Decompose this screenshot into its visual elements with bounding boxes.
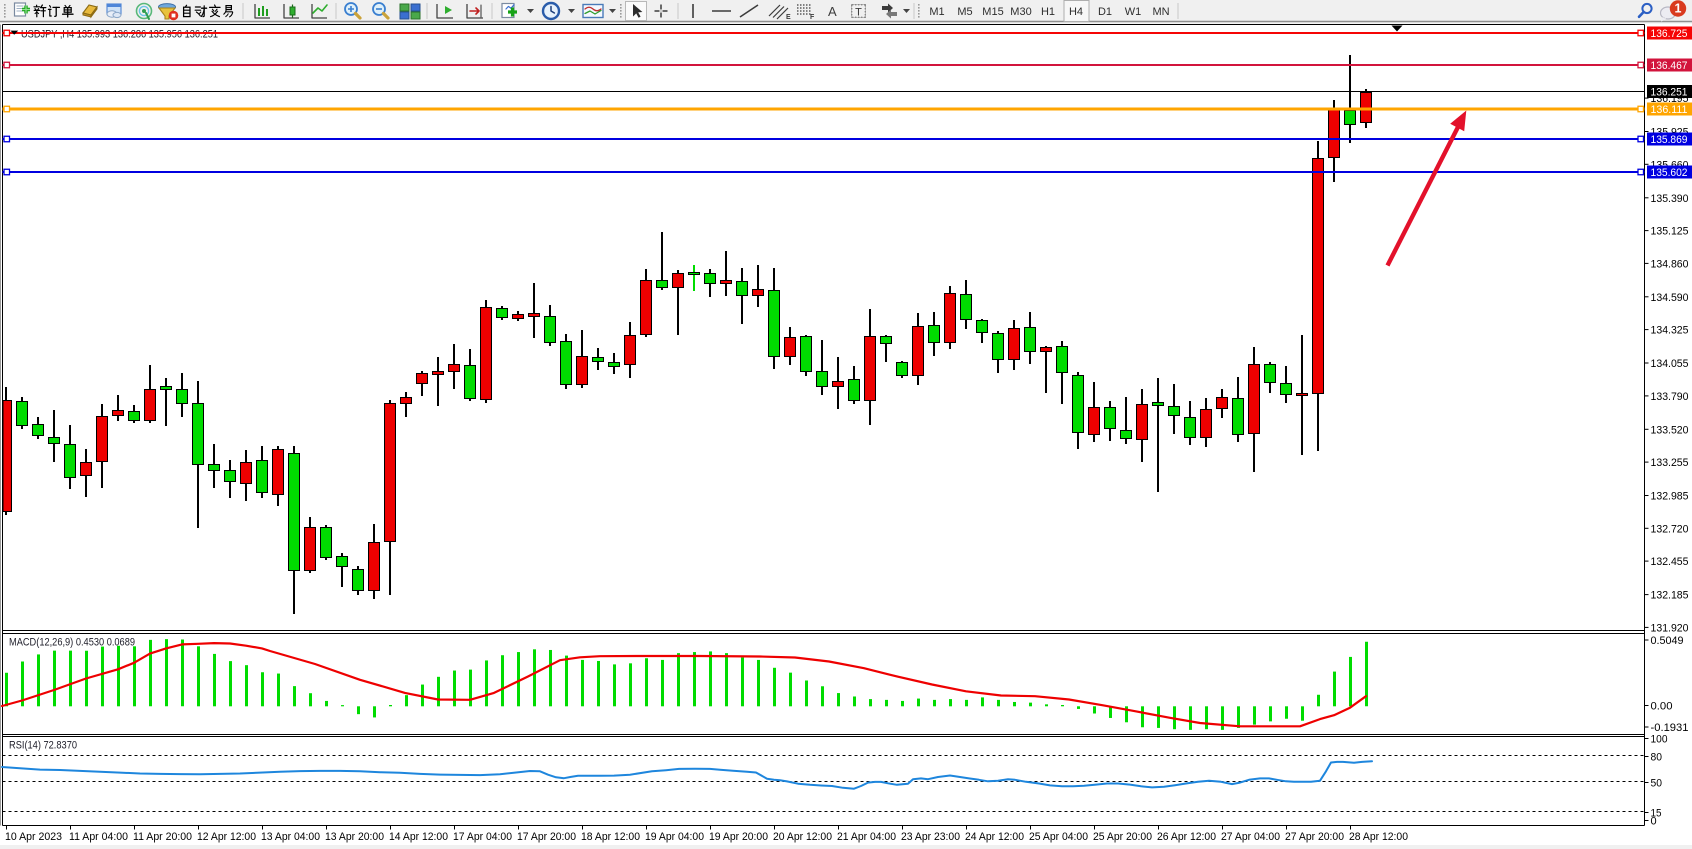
- svg-text:26 Apr 12:00: 26 Apr 12:00: [1157, 831, 1216, 843]
- svg-text:0: 0: [1651, 816, 1657, 828]
- svg-text:27 Apr 20:00: 27 Apr 20:00: [1285, 831, 1344, 843]
- svg-text:D1: D1: [1098, 6, 1112, 18]
- svg-text:80: 80: [1651, 752, 1663, 764]
- svg-text:F: F: [810, 14, 815, 21]
- svg-text:10 Apr 2023: 10 Apr 2023: [5, 831, 62, 843]
- svg-text:H4: H4: [1069, 6, 1083, 18]
- svg-text:1: 1: [1675, 2, 1682, 16]
- svg-text:135.390: 135.390: [1651, 193, 1689, 205]
- svg-text:19 Apr 20:00: 19 Apr 20:00: [709, 831, 768, 843]
- svg-text:M30: M30: [1010, 6, 1031, 18]
- svg-text:11 Apr 04:00: 11 Apr 04:00: [69, 831, 128, 843]
- svg-text:H1: H1: [1041, 6, 1055, 18]
- svg-text:21 Apr 04:00: 21 Apr 04:00: [837, 831, 896, 843]
- svg-text:131.920: 131.920: [1651, 622, 1689, 634]
- svg-text:M15: M15: [982, 6, 1003, 18]
- svg-text:18 Apr 12:00: 18 Apr 12:00: [581, 831, 640, 843]
- svg-text:15: 15: [1651, 808, 1662, 820]
- svg-text:132.985: 132.985: [1651, 491, 1689, 503]
- svg-text:MACD(12,26,9) 0.4530 0.0689: MACD(12,26,9) 0.4530 0.0689: [9, 637, 135, 649]
- svg-text:135.602: 135.602: [1651, 167, 1688, 179]
- svg-text:0.00: 0.00: [1651, 701, 1673, 713]
- svg-text:19 Apr 04:00: 19 Apr 04:00: [645, 831, 704, 843]
- svg-text:13 Apr 20:00: 13 Apr 20:00: [325, 831, 384, 843]
- svg-text:20 Apr 12:00: 20 Apr 12:00: [773, 831, 832, 843]
- svg-text:135.125: 135.125: [1651, 226, 1689, 238]
- svg-text:134.590: 134.590: [1651, 292, 1689, 304]
- svg-text:12 Apr 12:00: 12 Apr 12:00: [197, 831, 256, 843]
- svg-text:50: 50: [1651, 778, 1663, 790]
- svg-text:136.111: 136.111: [1651, 104, 1688, 116]
- svg-text:28 Apr 12:00: 28 Apr 12:00: [1349, 831, 1408, 843]
- svg-text:MN: MN: [1152, 6, 1169, 18]
- svg-text:133.790: 133.790: [1651, 391, 1689, 403]
- svg-text:11 Apr 20:00: 11 Apr 20:00: [133, 831, 192, 843]
- svg-text:136.467: 136.467: [1651, 60, 1688, 72]
- svg-text:W1: W1: [1125, 6, 1142, 18]
- svg-text:136.251: 136.251: [1651, 87, 1688, 99]
- svg-text:134.860: 134.860: [1651, 258, 1689, 270]
- svg-text:RSI(14) 72.8370: RSI(14) 72.8370: [9, 740, 77, 752]
- svg-text:M1: M1: [929, 6, 944, 18]
- svg-text:135.869: 135.869: [1651, 134, 1688, 146]
- svg-text:USDJPY ,H4 135.993 136.286 13: USDJPY ,H4 135.993 136.286 135.956 136.2…: [21, 29, 218, 41]
- svg-text:27 Apr 04:00: 27 Apr 04:00: [1221, 831, 1280, 843]
- svg-text:25 Apr 20:00: 25 Apr 20:00: [1093, 831, 1152, 843]
- svg-text:M5: M5: [957, 6, 972, 18]
- svg-text:136.725: 136.725: [1651, 28, 1688, 40]
- svg-text:17 Apr 04:00: 17 Apr 04:00: [453, 831, 512, 843]
- svg-text:100: 100: [1651, 734, 1668, 746]
- svg-text:25 Apr 04:00: 25 Apr 04:00: [1029, 831, 1088, 843]
- svg-text:T: T: [855, 7, 862, 19]
- svg-text:17 Apr 20:00: 17 Apr 20:00: [517, 831, 576, 843]
- svg-text:133.255: 133.255: [1651, 457, 1689, 469]
- svg-text:24 Apr 12:00: 24 Apr 12:00: [965, 831, 1024, 843]
- svg-text:14 Apr 12:00: 14 Apr 12:00: [389, 831, 448, 843]
- svg-text:132.720: 132.720: [1651, 523, 1689, 535]
- svg-text:13 Apr 04:00: 13 Apr 04:00: [261, 831, 320, 843]
- svg-text:-0.1931: -0.1931: [1651, 722, 1689, 734]
- svg-text:132.185: 132.185: [1651, 590, 1689, 602]
- svg-text:0.5049: 0.5049: [1651, 635, 1684, 647]
- svg-text:133.520: 133.520: [1651, 424, 1689, 436]
- svg-text:E: E: [786, 14, 791, 21]
- svg-text:134.055: 134.055: [1651, 358, 1689, 370]
- svg-text:A: A: [828, 4, 837, 19]
- svg-text:134.325: 134.325: [1651, 325, 1689, 337]
- svg-text:23 Apr 23:00: 23 Apr 23:00: [901, 831, 960, 843]
- svg-text:132.455: 132.455: [1651, 556, 1689, 568]
